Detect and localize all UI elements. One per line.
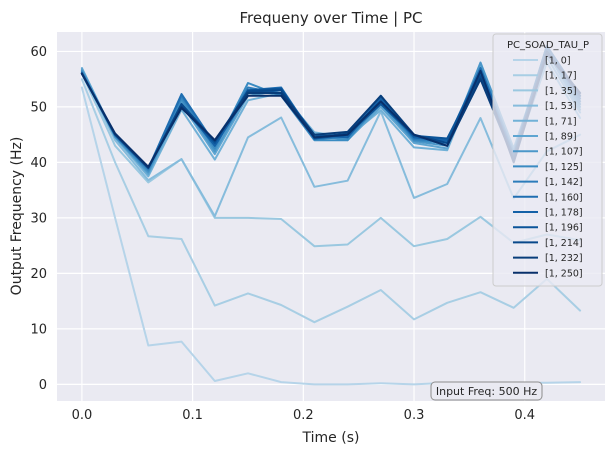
legend-label: [1, 250] bbox=[545, 268, 583, 279]
legend-label: [1, 214] bbox=[545, 238, 583, 249]
annotation-box bbox=[430, 381, 543, 401]
legend: PC_SOAD_TAU_P [1, 0] [1, 17] [1, 35] [1, 53… bbox=[492, 33, 603, 287]
x-tick-label: 0.4 bbox=[514, 408, 535, 423]
legend-label: [1, 160] bbox=[545, 192, 583, 203]
annotation-text: Input Freq: 500 Hz bbox=[436, 385, 538, 398]
y-tick-label: 0 bbox=[39, 378, 47, 393]
y-tick-label: 50 bbox=[30, 100, 47, 115]
y-tick-labels: 0 10 20 30 40 50 60 bbox=[30, 45, 47, 393]
legend-label: [1, 142] bbox=[545, 177, 583, 188]
legend-label: [1, 178] bbox=[545, 208, 583, 219]
y-tick-label: 20 bbox=[30, 267, 47, 282]
legend-frame bbox=[492, 33, 603, 287]
legend-label: [1, 196] bbox=[545, 223, 583, 234]
legend-label: [1, 89] bbox=[545, 132, 577, 143]
x-tick-label: 0.0 bbox=[72, 408, 93, 423]
y-tick-label: 40 bbox=[30, 156, 47, 171]
legend-label: [1, 35] bbox=[545, 86, 577, 97]
chart-title: Frequeny over Time | PC bbox=[239, 9, 422, 27]
x-tick-label: 0.3 bbox=[404, 408, 425, 423]
x-tick-labels: 0.0 0.1 0.2 0.3 0.4 bbox=[72, 408, 536, 423]
y-tick-label: 60 bbox=[30, 45, 47, 60]
legend-title: PC_SOAD_TAU_P bbox=[507, 40, 589, 51]
x-tick-label: 0.2 bbox=[293, 408, 314, 423]
y-tick-label: 10 bbox=[30, 322, 47, 337]
series-line bbox=[80, 78, 582, 324]
legend-label: [1, 0] bbox=[545, 56, 571, 67]
legend-label: [1, 17] bbox=[545, 71, 577, 82]
legend-label: [1, 107] bbox=[545, 147, 583, 158]
input-frequency-annotation: Input Freq: 500 Hz bbox=[430, 381, 543, 401]
y-tick-label: 30 bbox=[30, 211, 47, 226]
y-axis-label: Output Frequency (Hz) bbox=[9, 137, 25, 296]
legend-items: [1, 0] [1, 17] [1, 35] [1, 53] [1, 71] [1, 89… bbox=[513, 56, 583, 279]
legend-label: [1, 71] bbox=[545, 116, 577, 127]
legend-label: [1, 53] bbox=[545, 101, 577, 112]
legend-label: [1, 125] bbox=[545, 162, 583, 173]
x-axis-label: Time (s) bbox=[302, 430, 360, 446]
x-tick-label: 0.1 bbox=[182, 408, 203, 423]
legend-label: [1, 232] bbox=[545, 253, 583, 264]
